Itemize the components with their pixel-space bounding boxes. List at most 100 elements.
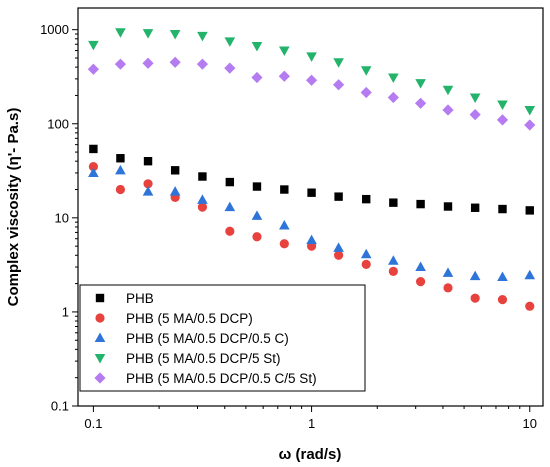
data-point — [415, 79, 426, 89]
data-markers — [87, 28, 536, 311]
data-point — [361, 259, 371, 269]
data-point — [115, 28, 126, 38]
data-point — [443, 283, 453, 293]
data-point — [389, 198, 398, 207]
data-point — [442, 104, 454, 116]
data-point — [142, 57, 154, 69]
data-point — [196, 58, 209, 70]
data-point — [279, 239, 289, 249]
legend-marker — [94, 372, 106, 384]
data-point — [306, 234, 317, 245]
data-point — [225, 177, 235, 187]
data-point — [169, 186, 181, 196]
y-tick-label: 10 — [55, 210, 69, 225]
data-point — [143, 179, 153, 189]
data-point — [497, 295, 508, 305]
y-tick-label: 1 — [62, 304, 69, 319]
data-point — [278, 70, 290, 82]
data-point — [251, 42, 263, 52]
x-tick-label: 0.1 — [84, 416, 102, 431]
data-point — [469, 270, 481, 281]
legend-box — [79, 284, 366, 392]
data-point — [360, 66, 372, 76]
legend: PHB PHB (5 MA/0.5 DCP) PHB (5 MA/0.5 DCP/0… — [79, 284, 366, 392]
legend-marker — [95, 293, 105, 303]
data-point — [252, 232, 262, 242]
data-point — [525, 301, 535, 311]
legend-label: PHB (5 MA/0.5 DCP/0.5 C) — [126, 331, 289, 346]
data-point — [88, 162, 98, 172]
data-point — [198, 172, 207, 181]
data-point — [224, 37, 236, 47]
y-axis-title: Complex viscosity (η'- Pa.s) — [5, 108, 22, 307]
legend-label: PHB — [126, 291, 154, 306]
legend-label: PHB (5 MA/0.5 DCP) — [126, 311, 253, 326]
data-point — [524, 269, 536, 280]
data-point — [224, 62, 236, 74]
x-axis-title: ω (rad/s) — [279, 446, 342, 463]
x-tick-label: 1 — [308, 416, 315, 431]
y-tick-label: 1000 — [40, 22, 69, 37]
data-point — [362, 194, 371, 204]
data-point — [415, 261, 426, 272]
data-point — [524, 119, 536, 131]
data-point — [333, 58, 344, 68]
data-point — [333, 250, 344, 260]
data-point — [469, 93, 481, 104]
data-point — [116, 154, 125, 163]
data-point — [197, 31, 208, 42]
data-point — [251, 71, 263, 84]
data-point — [360, 248, 372, 259]
data-point — [525, 206, 534, 215]
data-point — [387, 91, 399, 104]
y-tick-label: 0.1 — [51, 399, 69, 414]
data-point — [224, 201, 236, 212]
data-point — [414, 97, 427, 109]
data-point — [305, 74, 318, 86]
data-point — [280, 185, 289, 194]
series-1 — [89, 144, 534, 215]
data-point — [496, 114, 509, 126]
legend-label: PHB (5 MA/0.5 DCP/5 St) — [126, 351, 281, 366]
data-point — [169, 29, 181, 40]
data-point — [416, 199, 425, 209]
y-tick-label: 100 — [47, 116, 69, 131]
data-point — [197, 202, 208, 212]
data-point — [279, 219, 290, 230]
data-point — [252, 182, 262, 191]
series-3 — [88, 164, 536, 282]
data-point — [89, 144, 98, 154]
series-5 — [87, 56, 536, 131]
data-point — [388, 266, 398, 276]
data-point — [169, 56, 181, 68]
data-point — [115, 184, 126, 195]
legend-marker — [94, 332, 106, 342]
data-point — [334, 192, 343, 201]
legend-label: PHB (5 MA/0.5 DCP/0.5 C/5 St) — [126, 371, 317, 386]
series-2 — [88, 162, 535, 311]
data-point — [114, 58, 127, 70]
legend-marker — [94, 354, 106, 364]
legend-entries: PHB PHB (5 MA/0.5 DCP) PHB (5 MA/0.5 DCP/0… — [94, 291, 317, 386]
x-tick-label: 10 — [523, 416, 537, 431]
data-point — [332, 79, 345, 91]
data-point — [225, 226, 235, 236]
data-point — [115, 164, 126, 175]
data-point — [307, 188, 316, 197]
data-point — [306, 52, 317, 62]
data-point — [87, 63, 99, 75]
series-4 — [88, 28, 536, 116]
data-point — [469, 109, 481, 121]
data-point — [497, 100, 508, 111]
data-point — [497, 271, 508, 282]
data-point — [443, 202, 453, 211]
plot-frame — [77, 7, 544, 407]
data-point — [142, 29, 154, 39]
data-point — [197, 194, 208, 204]
data-point — [524, 106, 536, 116]
data-point — [415, 277, 426, 287]
data-point — [360, 86, 372, 99]
data-point — [143, 156, 153, 166]
data-point — [333, 242, 344, 252]
